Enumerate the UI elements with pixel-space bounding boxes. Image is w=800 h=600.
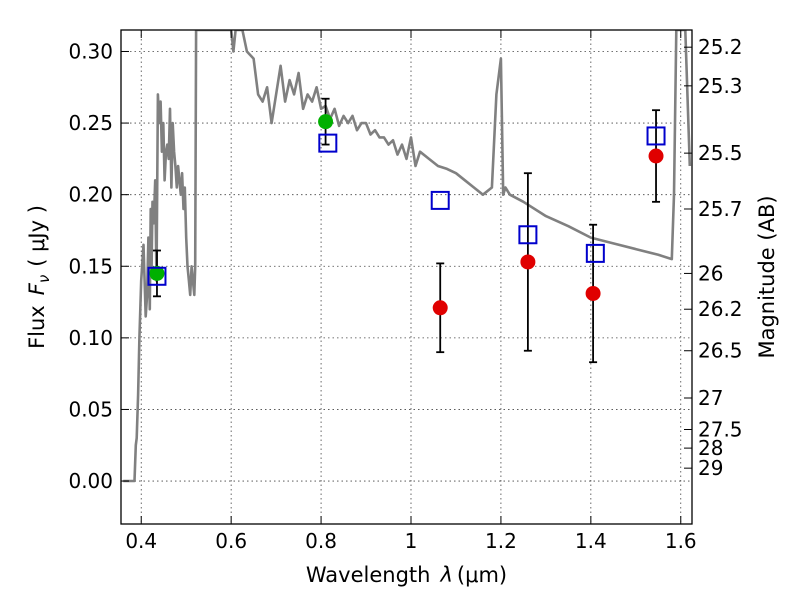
tick-layer: 0.4 0.6 0.8 1 1.2 1.4 1.6 0.00 0.05 0.10 0.15 0.20 0… (68, 30, 743, 553)
model-point-square (646, 126, 666, 146)
magnitude-tick-label: 26.5 (698, 339, 743, 363)
plot-frame (120, 29, 693, 525)
magnitude-tick-label: 29 (698, 456, 723, 480)
x-tick-label: 1.4 (575, 529, 607, 553)
x-tick-label: 1.6 (665, 529, 697, 553)
model-point-square (518, 225, 538, 245)
data-point-circle (585, 285, 601, 301)
y-axis-label-symbol: F (25, 282, 49, 295)
right-axis-label: Magnitude (AB) (755, 195, 779, 358)
model-point-square (430, 190, 450, 210)
y-tick-label: 0.15 (68, 254, 113, 278)
y-axis-label-unit: ( μJy ) (25, 205, 49, 267)
data-point-circle (318, 114, 334, 130)
y-tick-label: 0.05 (68, 397, 113, 421)
y-axis-label-subscript: ν (35, 275, 53, 283)
data-point-circle (432, 300, 448, 316)
model-point-square (318, 133, 338, 153)
magnitude-tick-label: 25.5 (698, 141, 743, 165)
data-point-circle (520, 254, 536, 270)
plot-layer (123, 30, 692, 483)
y-tick-label: 0.20 (68, 183, 113, 207)
x-tick-label: 0.8 (305, 529, 337, 553)
magnitude-tick-label: 26 (698, 261, 723, 285)
x-axis-label-text: Wavelength (306, 563, 431, 587)
x-tick-label: 0.6 (215, 529, 247, 553)
x-axis-label-symbol: λ (439, 563, 452, 587)
data-point-circle (149, 265, 165, 281)
data-point-circle (648, 148, 664, 164)
magnitude-tick-label: 25.7 (698, 197, 743, 221)
magnitude-tick-label: 27.5 (698, 417, 743, 441)
grid-layer (121, 30, 692, 524)
y-tick-label: 0.30 (68, 39, 113, 63)
model-point-square (585, 243, 605, 263)
y-tick-label: 0.00 (68, 469, 113, 493)
x-tick-label: 0.4 (125, 529, 157, 553)
magnitude-tick-label: 25.3 (698, 74, 743, 98)
y-axis-label-text: Flux (25, 305, 49, 349)
x-axis-label-unit: (μm) (457, 563, 507, 587)
y-axis-label: Flux Fν ( μJy ) (25, 205, 53, 349)
y-tick-label: 0.10 (68, 326, 113, 350)
magnitude-tick-label: 28 (698, 436, 723, 460)
x-tick-label: 1 (405, 529, 418, 553)
magnitude-tick-label: 25.2 (698, 35, 743, 59)
magnitude-tick-label: 27 (698, 386, 723, 410)
model-spectrum-line (123, 30, 692, 483)
model-point-square (147, 266, 167, 286)
x-tick-label: 1.2 (485, 529, 517, 553)
x-axis-label: Wavelength λ (μm) (306, 563, 507, 587)
y-tick-label: 0.25 (68, 111, 113, 135)
magnitude-tick-label: 26.2 (698, 297, 743, 321)
